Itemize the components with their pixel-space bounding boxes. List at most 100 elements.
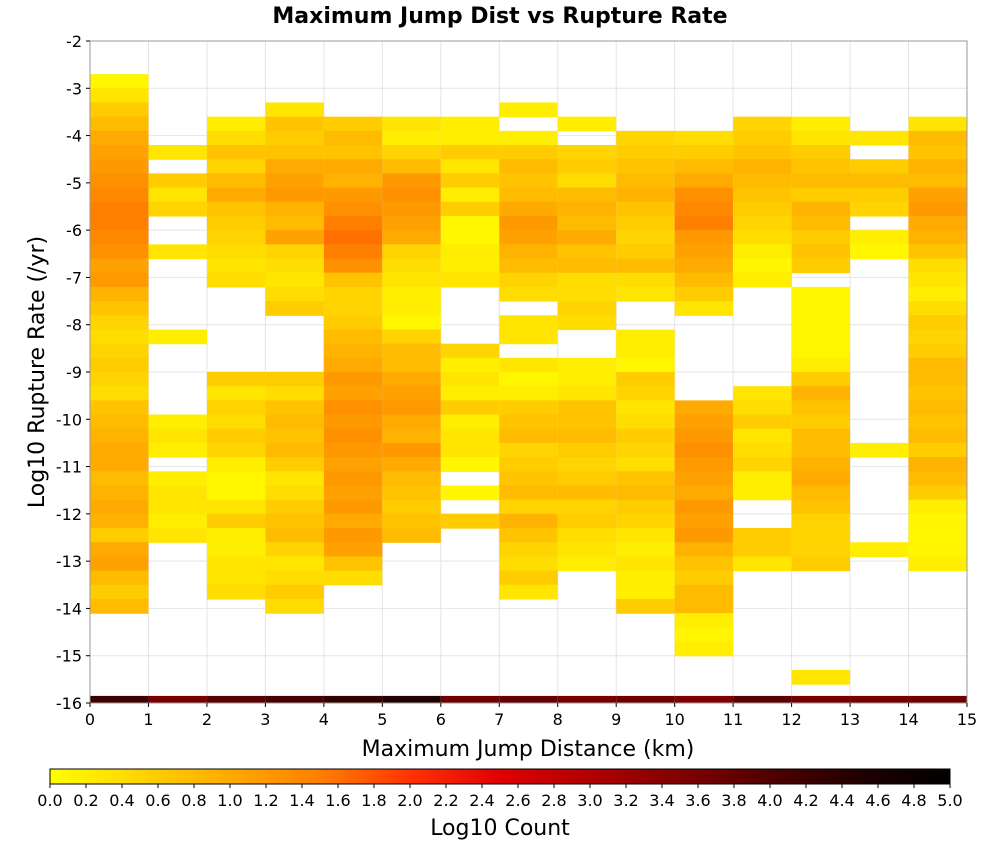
heatmap-cell (791, 513, 851, 529)
heatmap-cell (265, 102, 324, 118)
heatmap-cell (265, 286, 324, 302)
heatmap-cell (557, 428, 617, 444)
colorbar-tick-label: 1.4 (289, 791, 314, 810)
heatmap-cell (499, 173, 558, 189)
y-tick-label: -14 (56, 599, 82, 618)
heatmap-cell (323, 329, 383, 345)
heatmap-cell (440, 442, 500, 458)
colorbar-tick-label: 3.6 (685, 791, 710, 810)
heatmap-cell (616, 513, 675, 529)
heatmap-cell (674, 286, 734, 302)
heatmap-cell (908, 556, 967, 572)
heatmap-cell (323, 201, 383, 217)
heatmap-cell (90, 201, 149, 217)
colorbar-tick-label: 0.4 (109, 791, 134, 810)
heatmap-cell (499, 130, 558, 146)
heatmap-cell (382, 457, 441, 472)
heatmap-cell (733, 230, 792, 245)
heatmap-cell (850, 173, 909, 189)
heatmap-cell (440, 173, 500, 189)
heatmap-cell (440, 272, 500, 288)
heatmap-cell (265, 272, 324, 288)
heatmap-cell (908, 159, 967, 174)
heatmap-cell (382, 499, 441, 515)
heatmap-cell (557, 513, 617, 529)
y-tick-label: -13 (56, 552, 82, 571)
heatmap-cell (382, 372, 441, 387)
heatmap-cell (90, 315, 149, 331)
heatmap-cell (90, 513, 149, 529)
heatmap-cell (616, 386, 675, 401)
heatmap-cell (850, 244, 909, 260)
heatmap-cell (674, 272, 734, 288)
heatmap-cell (148, 513, 207, 529)
heatmap-cell (908, 201, 967, 217)
heatmap-cell (440, 414, 500, 430)
heatmap-cell (616, 244, 675, 260)
heatmap-cell (733, 258, 792, 274)
heatmap-cell (616, 357, 675, 373)
heatmap-cell (674, 584, 734, 600)
heatmap-cell (791, 471, 851, 487)
heatmap-cell (90, 528, 149, 543)
heatmap-cell (674, 613, 734, 628)
heatmap-cell (733, 130, 792, 146)
heatmap-cell (850, 542, 909, 558)
heatmap-cell (499, 201, 558, 217)
heatmap-cell (382, 414, 441, 430)
heatmap-cell (382, 315, 441, 331)
heatmap-cell (908, 244, 967, 260)
heatmap-cell (616, 145, 675, 160)
heatmap-cell (90, 695, 149, 703)
heatmap-cell (382, 130, 441, 146)
heatmap-cell (148, 145, 207, 160)
heatmap-cell (499, 513, 558, 529)
heatmap-cell (616, 329, 675, 345)
heatmap-cell (440, 485, 500, 501)
colorbar-tick-label: 4.2 (793, 791, 818, 810)
heatmap-cell (206, 145, 266, 160)
heatmap-cell (557, 457, 617, 472)
heatmap-cell (206, 159, 266, 174)
heatmap-cell (206, 272, 266, 288)
heatmap-cell (265, 598, 324, 614)
heatmap-cell (616, 556, 675, 572)
heatmap-cell (323, 145, 383, 160)
heatmap-cell (791, 485, 851, 501)
heatmap-cell (499, 400, 558, 416)
heatmap-cell (791, 201, 851, 217)
y-tick-label: -4 (66, 127, 82, 146)
heatmap-cell (440, 201, 500, 217)
heatmap-cell (323, 570, 383, 586)
heatmap-cell (908, 258, 967, 274)
heatmap-cell (440, 428, 500, 444)
heatmap-cell (499, 145, 558, 160)
colorbar (49, 768, 951, 785)
heatmap-cell (908, 215, 967, 231)
heatmap-cell (148, 442, 207, 458)
heatmap-cell (908, 286, 967, 302)
heatmap-cell (323, 457, 383, 472)
heatmap-cell (382, 695, 441, 703)
heatmap-cell (148, 329, 207, 345)
heatmap-cell (265, 187, 324, 203)
heatmap-cell (499, 244, 558, 260)
heatmap-cell (323, 187, 383, 203)
heatmap-cell (206, 556, 266, 572)
heatmap-cell (382, 215, 441, 231)
heatmap-cell (265, 400, 324, 416)
heatmap-cell (791, 286, 851, 302)
heatmap-cell (90, 102, 149, 118)
heatmap-cell (499, 584, 558, 600)
heatmap-cell (791, 173, 851, 189)
heatmap-cell (908, 499, 967, 515)
heatmap-cell (265, 442, 324, 458)
heatmap-cell (791, 357, 851, 373)
heatmap-cell (323, 286, 383, 302)
heatmap-cell (90, 570, 149, 586)
heatmap-cell (265, 258, 324, 274)
x-tick-label: 14 (898, 710, 918, 729)
heatmap-cell (323, 173, 383, 189)
colorbar-tick-label: 0.2 (73, 791, 98, 810)
